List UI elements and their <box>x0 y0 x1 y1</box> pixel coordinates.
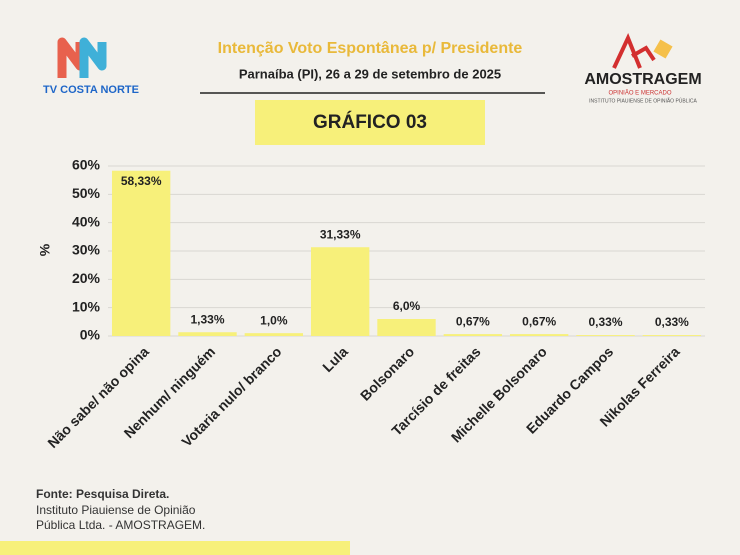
value-label: 0,33% <box>655 315 689 329</box>
bar <box>178 332 237 336</box>
bar <box>642 335 702 336</box>
y-tick-label: 10% <box>72 298 101 314</box>
value-label: 0,33% <box>588 315 622 329</box>
source-line: Instituto Piauiense de Opinião <box>36 503 196 517</box>
logo-right-sub: OPINIÃO E MERCADO <box>608 90 671 97</box>
bar <box>509 334 569 336</box>
bar <box>576 335 635 336</box>
y-tick-label: 40% <box>72 213 101 229</box>
value-label: 58,33% <box>121 174 162 188</box>
chart-subtitle: Parnaíba (PI), 26 a 29 de setembro de 20… <box>239 66 501 81</box>
bar <box>443 334 503 336</box>
chart-title: Intenção Voto Espontânea p/ Presidente <box>218 40 523 57</box>
logo-left: TV COSTA NORTE <box>43 37 139 96</box>
value-label: 31,33% <box>320 227 361 241</box>
bar <box>111 170 171 336</box>
badge: GRÁFICO 03 <box>313 111 427 133</box>
source: Fonte: Pesquisa Direta. <box>36 487 169 501</box>
y-axis-label: % <box>37 243 53 256</box>
y-tick-label: 60% <box>72 157 101 173</box>
value-label: 0,67% <box>456 314 490 328</box>
bar <box>377 319 436 336</box>
y-tick-label: 20% <box>72 270 101 286</box>
logo-right: AMOSTRAGEM OPINIÃO E MERCADO INSTITUTO P… <box>584 32 702 104</box>
y-tick-label: 0% <box>80 327 101 343</box>
value-label: 1,33% <box>190 312 224 326</box>
logo-right-text: AMOSTRAGEM <box>584 71 701 88</box>
source-line: Pública Ltda. - AMOSTRAGEM. <box>36 518 205 532</box>
y-tick-label: 30% <box>72 242 101 258</box>
bar <box>310 247 370 336</box>
logo-left-text: TV COSTA NORTE <box>43 84 139 96</box>
y-tick-label: 50% <box>72 185 101 201</box>
badge-box <box>255 100 485 145</box>
value-label: 0,67% <box>522 314 556 328</box>
footer-strip <box>0 541 350 555</box>
value-label: 1,0% <box>260 313 288 327</box>
value-label: 6,0% <box>393 299 421 313</box>
logo-right-sub: INSTITUTO PIAUIENSE DE OPINIÃO PÚBLICA <box>589 97 697 104</box>
bar <box>244 333 304 336</box>
